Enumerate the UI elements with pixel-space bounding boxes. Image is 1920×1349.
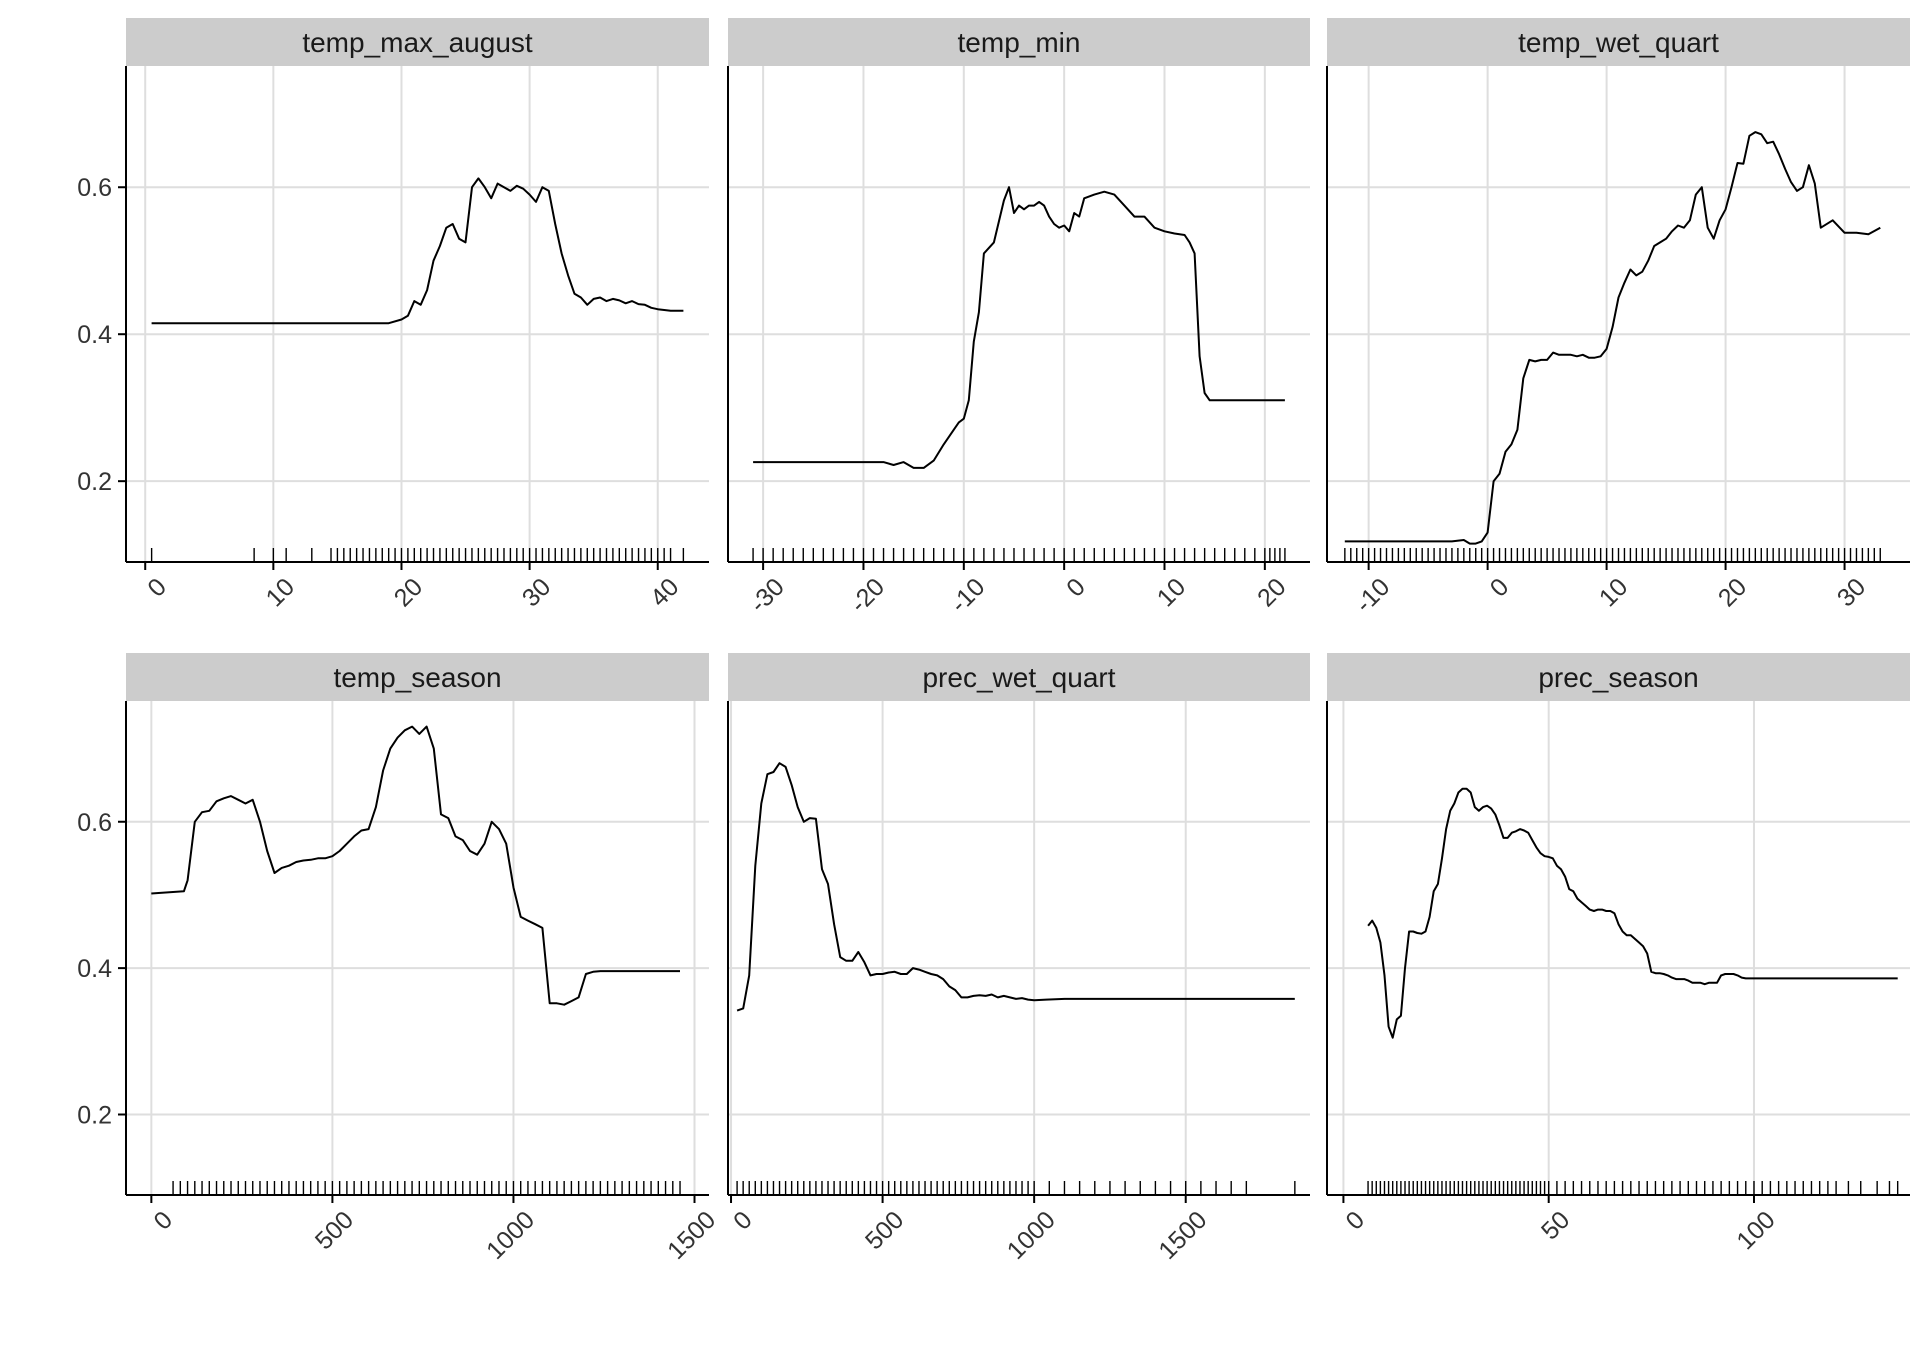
facet-title: temp_wet_quart — [1518, 27, 1719, 58]
facet-title: prec_season — [1538, 662, 1698, 693]
y-tick-label: 0.2 — [77, 1101, 112, 1129]
facet-title: temp_season — [333, 662, 501, 693]
x-tick-label: 0 — [1061, 573, 1091, 603]
series-line — [753, 186, 1285, 469]
x-tick-label: -10 — [945, 573, 990, 618]
x-tick-label: 30 — [517, 573, 556, 612]
facet-strip — [126, 653, 709, 701]
facet-strip — [728, 653, 1310, 701]
facet-strip — [1327, 653, 1910, 701]
x-tick-label: 10 — [261, 573, 300, 612]
series-line — [151, 177, 684, 325]
x-tick-label: 40 — [645, 573, 684, 612]
series-line — [1367, 787, 1898, 1039]
facet-strip — [728, 18, 1310, 66]
series-line — [736, 762, 1295, 1012]
x-tick-label: 500 — [310, 1206, 359, 1255]
x-tick-label: 30 — [1832, 573, 1871, 612]
x-tick-label: 20 — [389, 573, 428, 612]
y-tick-label: 0.2 — [77, 468, 112, 496]
x-tick-label: -20 — [845, 573, 890, 618]
x-tick-label: 0 — [148, 1206, 178, 1236]
panel-prec_wet_quart: prec_wet_quart 0 500 1000 1500 — [727, 653, 1310, 1265]
series-line — [151, 725, 680, 1006]
x-tick-label: 1000 — [1002, 1206, 1061, 1265]
y-tick-label: 0.6 — [77, 174, 112, 202]
x-tick-label: 0 — [1485, 573, 1515, 603]
x-tick-label: 0 — [1340, 1206, 1370, 1236]
facet-title: temp_min — [958, 27, 1081, 58]
series-line — [1344, 131, 1881, 545]
facet-strip — [126, 18, 709, 66]
x-tick-label: -30 — [744, 573, 789, 618]
x-tick-label: 1000 — [481, 1206, 540, 1265]
x-tick-label: 100 — [1731, 1206, 1780, 1255]
x-tick-label: 10 — [1152, 573, 1191, 612]
x-tick-label: 0 — [142, 573, 172, 603]
x-tick-label: 500 — [860, 1206, 909, 1255]
y-tick-label: 0.4 — [77, 321, 112, 349]
x-tick-label: 10 — [1594, 573, 1633, 612]
facet-title: temp_max_august — [302, 27, 533, 58]
x-tick-label: 20 — [1713, 573, 1752, 612]
facet-title: prec_wet_quart — [922, 662, 1115, 693]
y-tick-label: 0.6 — [77, 809, 112, 837]
panel-temp_max_august: temp_max_august 0 10 20 30 40 0.2 0.4 0.6 — [77, 18, 709, 612]
x-tick-label: 0 — [728, 1206, 758, 1236]
panel-temp_min: temp_min -30 -20 -10 0 10 20 — [727, 18, 1310, 618]
panel-prec_season: prec_season 0 50 100 — [1326, 653, 1910, 1255]
x-tick-label: 1500 — [662, 1206, 721, 1265]
x-tick-label: -10 — [1350, 573, 1395, 618]
x-tick-label: 50 — [1536, 1206, 1575, 1245]
y-tick-label: 0.4 — [77, 955, 112, 983]
panel-temp_season: temp_season 0 500 1000 1500 0.2 0.4 0.6 — [77, 653, 721, 1265]
panel-temp_wet_quart: temp_wet_quart -10 0 10 20 30 — [1326, 18, 1910, 618]
x-tick-label: 20 — [1252, 573, 1291, 612]
x-tick-label: 1500 — [1153, 1206, 1212, 1265]
facet-strip — [1327, 18, 1910, 66]
